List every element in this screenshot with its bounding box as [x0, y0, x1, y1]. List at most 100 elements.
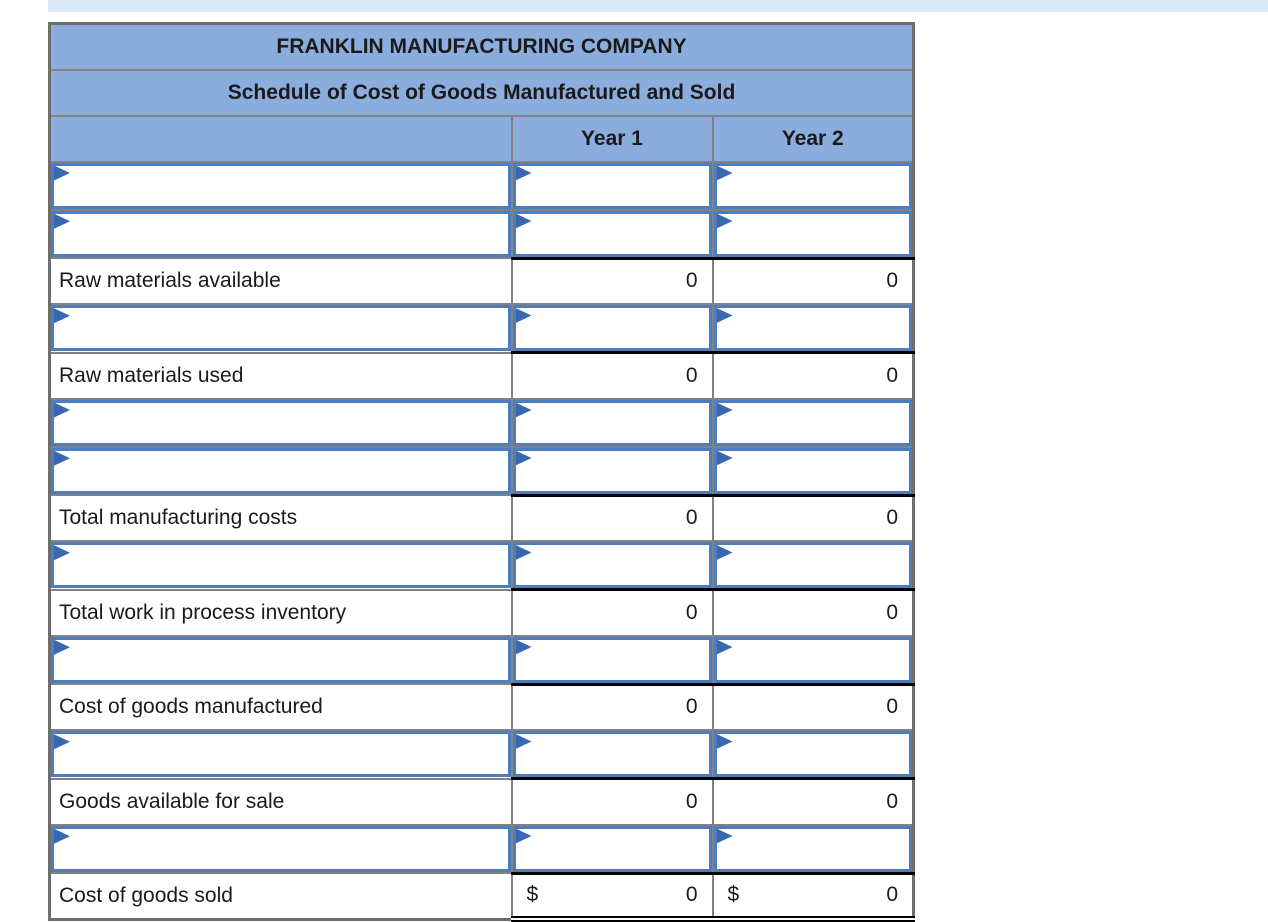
input-cell-year1	[510, 634, 714, 685]
amount-input-field[interactable]	[513, 211, 711, 257]
row-label: Raw materials available	[48, 257, 513, 305]
account-select-field[interactable]	[51, 542, 510, 588]
account-select-field[interactable]	[51, 163, 510, 208]
input-cell-label	[48, 634, 513, 685]
account-select-field[interactable]	[51, 400, 510, 445]
cell-flag-icon	[54, 545, 70, 561]
subtitle-row: Schedule of Cost of Goods Manufactured a…	[48, 68, 915, 117]
account-select-field[interactable]	[51, 211, 510, 257]
input-cell-year2	[711, 208, 915, 259]
input-cell-year2	[711, 397, 915, 448]
amount-input-field[interactable]	[714, 448, 912, 494]
cell-flag-icon	[515, 308, 532, 323]
row-label: Raw materials used	[48, 351, 513, 400]
amount-value: 0	[685, 506, 698, 530]
row-label: Cost of goods manufactured	[48, 683, 513, 731]
amount-value: 0	[685, 789, 698, 813]
cell-flag-icon	[54, 828, 70, 844]
amount-input-field[interactable]	[513, 163, 711, 208]
input-cell-label	[48, 208, 513, 259]
input-row	[48, 445, 915, 496]
input-row	[48, 397, 915, 448]
column-header-row: Year 1 Year 2	[48, 114, 915, 163]
value-year2: $0	[711, 871, 915, 922]
page-top-strip	[48, 0, 1268, 12]
input-row	[48, 303, 915, 354]
account-select-field[interactable]	[51, 826, 510, 872]
amount-input-field[interactable]	[714, 542, 912, 588]
input-cell-label	[48, 445, 513, 496]
amount-value: 0	[685, 269, 698, 293]
account-select-field[interactable]	[51, 637, 510, 683]
amount-value: 0	[886, 789, 899, 813]
cell-flag-icon	[716, 734, 733, 749]
input-cell-year2	[711, 445, 915, 496]
schedule-body: Raw materials available 0 0 Raw materials u…	[48, 160, 915, 922]
amount-input-field[interactable]	[714, 731, 912, 777]
cell-flag-icon	[515, 639, 532, 655]
input-cell-year2	[711, 160, 915, 211]
value-year2: 0	[711, 351, 915, 400]
input-cell-label	[48, 729, 513, 780]
value-year2: 0	[711, 682, 915, 731]
cell-flag-icon	[515, 213, 532, 229]
account-select-field[interactable]	[51, 448, 510, 494]
cell-flag-icon	[54, 308, 70, 324]
input-cell-year1	[510, 303, 714, 354]
value-year2: 0	[711, 493, 915, 542]
result-row: Total manufacturing costs 0 0	[48, 493, 915, 542]
amount-input-field[interactable]	[513, 400, 711, 445]
cell-flag-icon	[716, 639, 733, 655]
cell-flag-icon	[716, 450, 733, 466]
value-year1: 0	[510, 351, 714, 400]
input-cell-year1	[510, 397, 714, 448]
account-select-field[interactable]	[51, 305, 510, 351]
amount-value: 0	[886, 363, 899, 387]
input-row	[48, 160, 915, 211]
input-cell-year1	[510, 160, 714, 211]
result-row: Raw materials available 0 0	[48, 256, 915, 305]
result-row: Total work in process inventory 0 0	[48, 588, 915, 637]
cell-flag-icon	[54, 165, 70, 181]
schedule-table: FRANKLIN MANUFACTURING COMPANY Schedule …	[48, 22, 916, 922]
amount-input-field[interactable]	[714, 826, 912, 872]
amount-value: 0	[685, 695, 698, 719]
amount-input-field[interactable]	[714, 163, 912, 208]
input-cell-year2	[711, 729, 915, 780]
cell-flag-icon	[515, 828, 532, 844]
amount-value: 0	[685, 363, 698, 387]
amount-input-field[interactable]	[513, 826, 711, 872]
input-cell-label	[48, 160, 513, 211]
input-cell-year1	[510, 445, 714, 496]
account-select-field[interactable]	[51, 731, 510, 777]
cell-flag-icon	[716, 402, 733, 418]
amount-input-field[interactable]	[513, 731, 711, 777]
amount-input-field[interactable]	[714, 637, 912, 683]
value-year1: 0	[510, 588, 714, 637]
amount-value: 0	[886, 883, 899, 907]
input-cell-year1	[510, 729, 714, 780]
result-row: Goods available for sale 0 0	[48, 777, 915, 826]
input-cell-year1	[510, 208, 714, 259]
amount-input-field[interactable]	[513, 542, 711, 588]
amount-input-field[interactable]	[513, 305, 711, 351]
column-header-year1: Year 1	[510, 114, 714, 163]
cell-flag-icon	[54, 213, 70, 229]
currency-symbol: $	[727, 883, 740, 907]
amount-input-field[interactable]	[714, 211, 912, 257]
input-cell-year2	[711, 823, 915, 874]
value-year2: 0	[711, 588, 915, 637]
amount-input-field[interactable]	[714, 400, 912, 445]
input-row	[48, 634, 915, 685]
value-year1: 0	[510, 493, 714, 542]
amount-input-field[interactable]	[513, 637, 711, 683]
value-year1: 0	[510, 682, 714, 731]
cell-flag-icon	[54, 639, 70, 655]
amount-input-field[interactable]	[714, 305, 912, 351]
row-label: Total manufacturing costs	[48, 494, 513, 542]
cell-flag-icon	[54, 734, 70, 750]
cell-flag-icon	[716, 165, 733, 181]
input-cell-year2	[711, 634, 915, 685]
input-cell-label	[48, 397, 513, 448]
amount-input-field[interactable]	[513, 448, 711, 494]
